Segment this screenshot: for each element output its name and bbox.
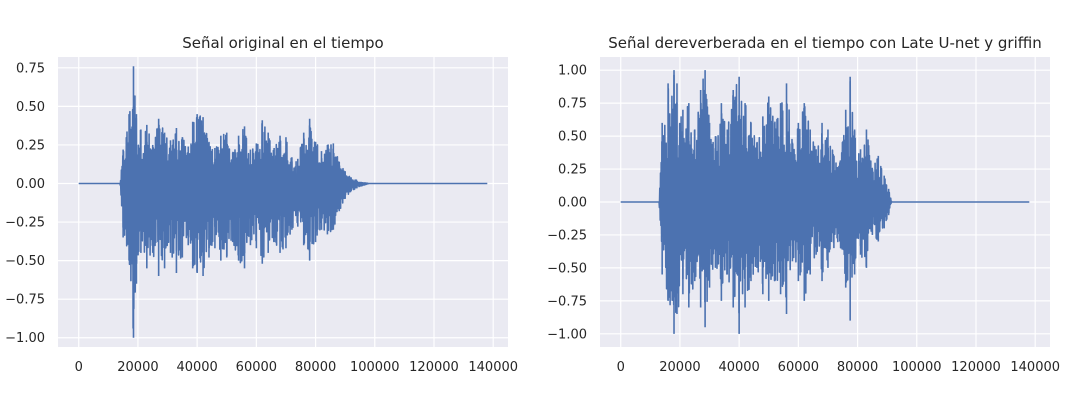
x-tick-label: 40000 [176, 360, 217, 375]
x-tick-label: 20000 [117, 360, 158, 375]
y-tick-label: −0.75 [5, 293, 45, 308]
chart-title: Señal dereverberada en el tiempo con Lat… [608, 34, 1042, 52]
y-tick-label: 0.50 [558, 130, 587, 145]
x-tick-label: 0 [75, 360, 83, 375]
x-tick-label: 60000 [236, 360, 277, 375]
y-tick-label: 0.25 [16, 138, 45, 153]
x-tick-label: 140000 [1010, 360, 1060, 375]
y-tick-label: −0.25 [547, 228, 587, 243]
chart-title: Señal original en el tiempo [182, 34, 383, 52]
chart-dereverberated-signal: Señal dereverberada en el tiempo con Lat… [547, 34, 1060, 375]
chart-original-signal: Señal original en el tiempo 0 20000 40000 60… [5, 34, 518, 375]
y-tick-label: −1.00 [547, 327, 587, 342]
y-tick-label: −1.00 [5, 331, 45, 346]
y-tick-label: −0.50 [547, 261, 587, 276]
y-tick-label: 0.00 [558, 196, 587, 211]
x-tick-label: 120000 [951, 360, 1001, 375]
x-tick-label: 120000 [409, 360, 459, 375]
x-tick-label: 100000 [350, 360, 400, 375]
y-tick-label: 0.75 [16, 61, 45, 76]
y-tick-label: 0.00 [16, 177, 45, 192]
x-tick-label: 40000 [718, 360, 759, 375]
y-tick-label: −0.25 [5, 216, 45, 231]
y-tick-label: 0.75 [558, 97, 587, 112]
y-tick-label: 0.50 [16, 100, 45, 115]
y-tick-label: 0.25 [558, 163, 587, 178]
x-tick-label: 60000 [778, 360, 819, 375]
x-tick-label: 20000 [659, 360, 700, 375]
x-tick-label: 0 [617, 360, 625, 375]
x-tick-label: 140000 [468, 360, 518, 375]
x-tick-label: 100000 [892, 360, 942, 375]
x-tick-label: 80000 [295, 360, 336, 375]
y-tick-label: 1.00 [558, 64, 587, 79]
y-tick-label: −0.50 [5, 254, 45, 269]
x-tick-label: 80000 [837, 360, 878, 375]
y-tick-label: −0.75 [547, 294, 587, 309]
